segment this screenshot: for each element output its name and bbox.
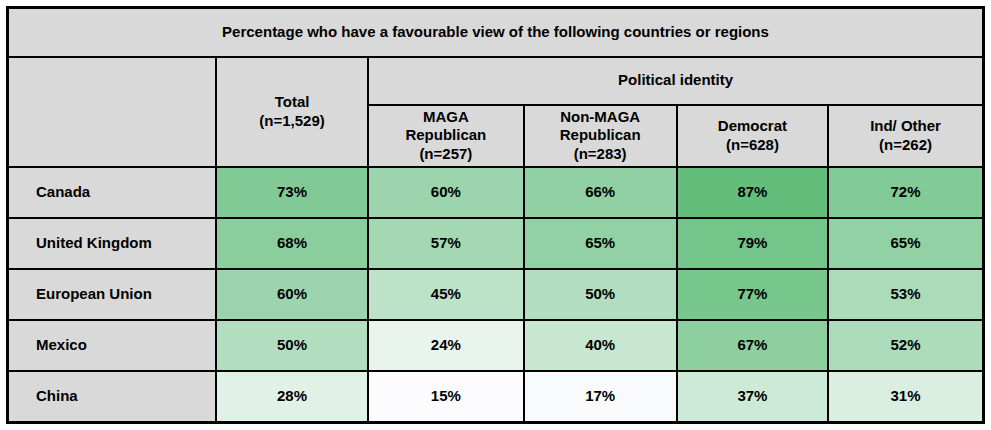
table-row-china: China 28% 15% 17% 37% 31%	[8, 371, 984, 422]
header-group-row: Total (n=1,529) Political identity	[8, 57, 984, 105]
col-header-maga-republican: MAGA Republican (n=257)	[368, 105, 523, 167]
row-label-mexico: Mexico	[8, 320, 216, 371]
cell-mexico-non-maga-republican: 40%	[524, 320, 677, 371]
cell-united-kingdom-democrat: 79%	[677, 218, 828, 269]
cell-european-union-democrat: 77%	[677, 269, 828, 320]
cell-european-union-total: 60%	[216, 269, 368, 320]
cell-european-union-non-maga-republican: 50%	[524, 269, 677, 320]
favourability-table-canvas: Percentage who have a favourable view of…	[0, 0, 991, 430]
cell-european-union-maga-republican: 45%	[368, 269, 523, 320]
row-label-canada: Canada	[8, 167, 216, 218]
cell-china-non-maga-republican: 17%	[524, 371, 677, 422]
cell-mexico-democrat: 67%	[677, 320, 828, 371]
cell-canada-ind-other: 72%	[828, 167, 983, 218]
col-header-democrat: Democrat (n=628)	[677, 105, 828, 167]
cell-canada-total: 73%	[216, 167, 368, 218]
cell-mexico-ind-other: 52%	[828, 320, 983, 371]
cell-united-kingdom-non-maga-republican: 65%	[524, 218, 677, 269]
corner-cell	[8, 57, 216, 167]
table-row-canada: Canada 73% 60% 66% 87% 72%	[8, 167, 984, 218]
title-row: Percentage who have a favourable view of…	[8, 8, 984, 57]
cell-united-kingdom-total: 68%	[216, 218, 368, 269]
row-label-european-union: European Union	[8, 269, 216, 320]
col-header-ind-other: Ind/ Other (n=262)	[828, 105, 983, 167]
cell-canada-non-maga-republican: 66%	[524, 167, 677, 218]
cell-european-union-ind-other: 53%	[828, 269, 983, 320]
table-row-united-kingdom: United Kingdom 68% 57% 65% 79% 65%	[8, 218, 984, 269]
favourability-table: Percentage who have a favourable view of…	[6, 6, 985, 424]
col-group-header-political-identity: Political identity	[368, 57, 983, 105]
cell-mexico-maga-republican: 24%	[368, 320, 523, 371]
table-row-mexico: Mexico 50% 24% 40% 67% 52%	[8, 320, 984, 371]
cell-united-kingdom-maga-republican: 57%	[368, 218, 523, 269]
cell-china-ind-other: 31%	[828, 371, 983, 422]
cell-china-total: 28%	[216, 371, 368, 422]
cell-canada-democrat: 87%	[677, 167, 828, 218]
row-label-china: China	[8, 371, 216, 422]
cell-china-maga-republican: 15%	[368, 371, 523, 422]
cell-china-democrat: 37%	[677, 371, 828, 422]
cell-mexico-total: 50%	[216, 320, 368, 371]
col-header-total: Total (n=1,529)	[216, 57, 368, 167]
table-title: Percentage who have a favourable view of…	[8, 8, 984, 57]
table-row-european-union: European Union 60% 45% 50% 77% 53%	[8, 269, 984, 320]
row-label-united-kingdom: United Kingdom	[8, 218, 216, 269]
cell-canada-maga-republican: 60%	[368, 167, 523, 218]
cell-united-kingdom-ind-other: 65%	[828, 218, 983, 269]
col-header-non-maga-republican: Non-MAGA Republican (n=283)	[524, 105, 677, 167]
